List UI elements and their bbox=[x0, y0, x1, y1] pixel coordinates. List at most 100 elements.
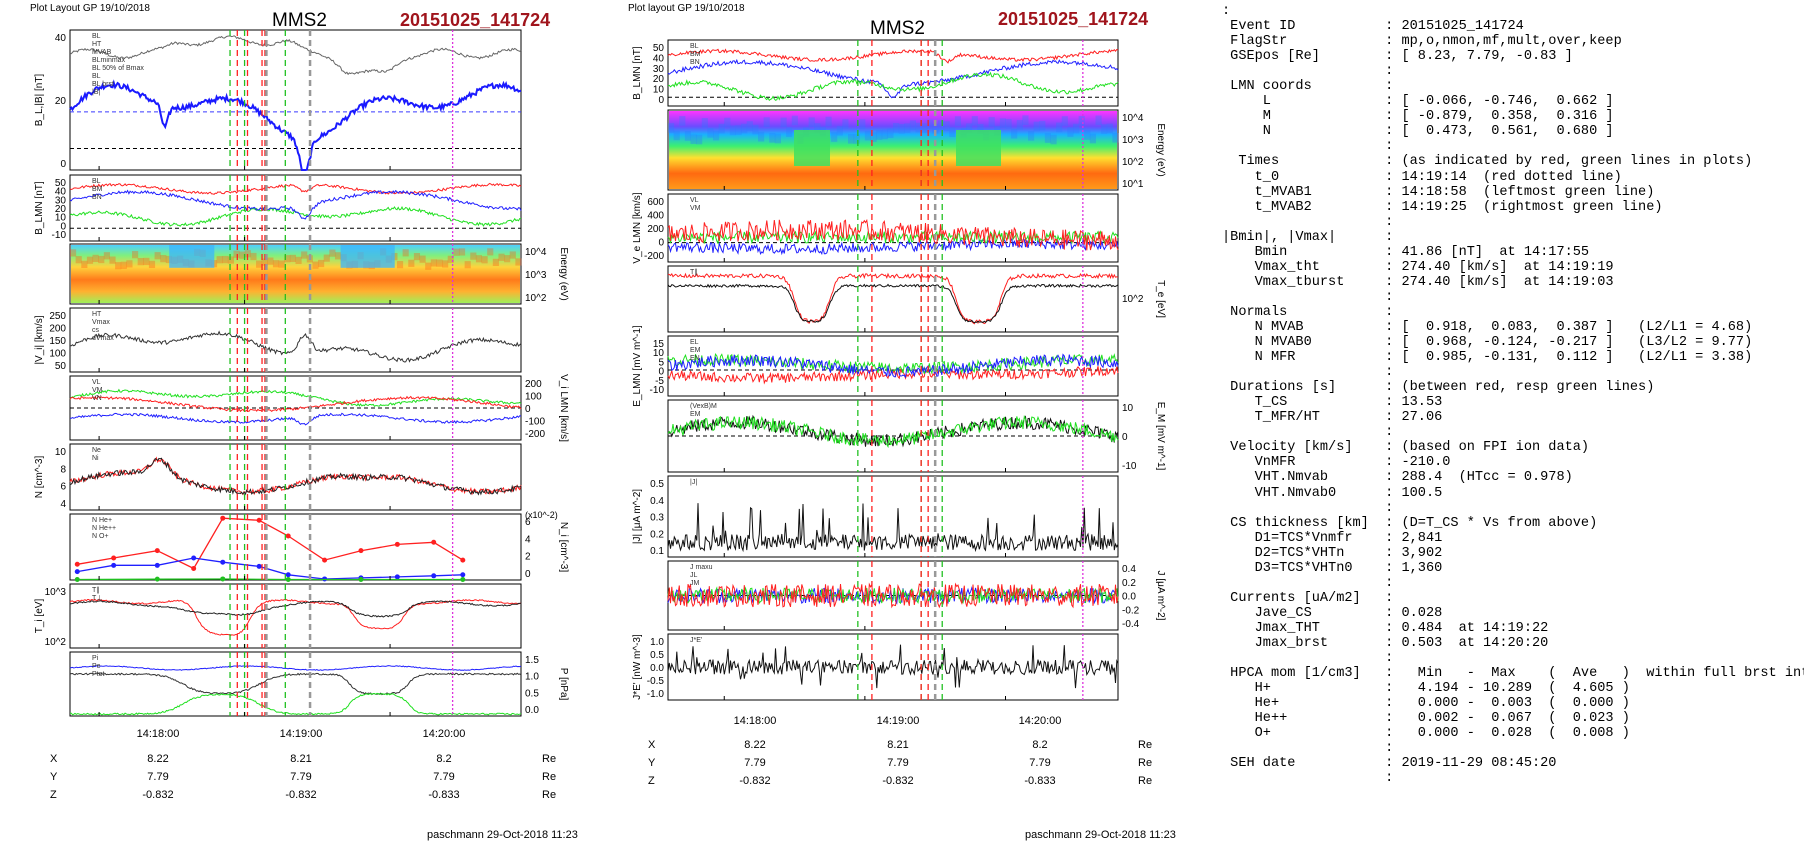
legend-entry: Vmax bbox=[92, 319, 110, 326]
spectrogram-cell bbox=[690, 134, 697, 144]
spectrogram-cell bbox=[115, 262, 122, 270]
legend-entry: |B| bbox=[92, 89, 100, 96]
spectrogram-cell bbox=[921, 123, 928, 133]
y-tick-label: -200 bbox=[644, 251, 664, 262]
spectrogram-cell bbox=[724, 117, 731, 128]
spectrogram-cell bbox=[216, 256, 223, 264]
spectrogram-cell bbox=[1033, 121, 1040, 132]
series-line bbox=[69, 672, 522, 696]
y-axis-label: |J| [μA m^-2] bbox=[632, 489, 643, 544]
spectrogram-cell bbox=[1106, 123, 1113, 134]
legend-entry: EN bbox=[690, 355, 700, 362]
info-line: : bbox=[1222, 4, 1231, 19]
series-line bbox=[69, 665, 522, 671]
y-axis-label: J [μA m^-2] bbox=[1155, 571, 1166, 621]
data-point bbox=[154, 576, 160, 582]
y-axis-label: B_LMN [nT] bbox=[34, 181, 45, 235]
legend-entry: EM bbox=[690, 347, 701, 354]
y-tick-label: 0.4 bbox=[1122, 564, 1136, 575]
legend-entry: T∥ bbox=[690, 268, 698, 276]
data-point bbox=[74, 561, 80, 567]
info-line: Jave_CS : 0.028 bbox=[1222, 605, 1443, 621]
spectrogram-cell bbox=[836, 125, 843, 136]
panel-frame bbox=[69, 443, 522, 511]
data-point bbox=[191, 565, 197, 571]
legend-entry: BM bbox=[92, 186, 103, 193]
coord-value: 7.79 bbox=[290, 771, 311, 783]
data-point bbox=[460, 557, 466, 563]
spectrogram-cell bbox=[673, 130, 680, 141]
spectrogram-cell bbox=[966, 123, 973, 134]
data-point bbox=[220, 576, 226, 582]
coord-label: X bbox=[648, 739, 656, 751]
y-tick-label: 100 bbox=[49, 349, 66, 360]
y-tick-label: 0.1 bbox=[650, 546, 664, 557]
legend-entry: Pe bbox=[92, 663, 101, 670]
legend-entry: |J| bbox=[690, 479, 697, 486]
info-line: t_MVAB2 : 14:19:25 (rightmost green line… bbox=[1222, 199, 1663, 215]
spectrogram-cell bbox=[1028, 131, 1035, 141]
info-line: : bbox=[1222, 139, 1394, 155]
y-tick-label: 50 bbox=[653, 43, 665, 54]
y-axis-label: T_e [eV] bbox=[1155, 280, 1166, 318]
series-line bbox=[69, 388, 522, 407]
spectrogram-cell bbox=[160, 255, 167, 263]
y-tick-label: 10^4 bbox=[525, 247, 547, 258]
panel-1 bbox=[69, 29, 522, 171]
legend-entry: VM bbox=[690, 205, 701, 212]
panel-frame bbox=[667, 265, 1119, 333]
series-line bbox=[69, 189, 522, 220]
spectrogram-cell bbox=[926, 119, 933, 130]
y-tick-label: 4 bbox=[525, 534, 531, 545]
panel-frame bbox=[69, 513, 522, 581]
coord-unit: Re bbox=[1138, 757, 1152, 769]
legend-entry: HT bbox=[92, 41, 102, 48]
panel-2 bbox=[69, 174, 522, 242]
series-line bbox=[69, 206, 522, 227]
y-axis-label: Energy (eV) bbox=[1155, 123, 1166, 176]
spectrogram-cell bbox=[825, 116, 832, 127]
series-line bbox=[667, 414, 1119, 449]
spectrogram-cell bbox=[272, 260, 280, 268]
right-spacecraft-title: MMS2 bbox=[870, 18, 925, 39]
info-line: M : [ -0.879, 0.358, 0.316 ] bbox=[1222, 109, 1614, 125]
y-tick-label: 5 bbox=[658, 357, 664, 368]
spectrogram-cell bbox=[999, 118, 1006, 128]
spectrogram-cell bbox=[864, 130, 871, 141]
spectrogram-cell bbox=[893, 123, 900, 133]
data-point bbox=[285, 576, 291, 582]
info-line: Times : (as indicated by red, green line… bbox=[1222, 154, 1753, 170]
y-axis-label: B_LMN [nT] bbox=[632, 46, 643, 100]
y-axis-label: V_e LMN [km/s] bbox=[632, 192, 643, 263]
spectrogram-cell bbox=[447, 255, 454, 263]
legend-entry: T∥ bbox=[92, 586, 100, 594]
panel-frame bbox=[667, 633, 1119, 701]
panel-frame bbox=[667, 475, 1119, 558]
scale-note: (x10^-2) bbox=[525, 510, 558, 520]
spectrogram-cell bbox=[1112, 132, 1119, 143]
legend-entry: Pi bbox=[92, 655, 99, 662]
spectrogram-cell bbox=[904, 123, 911, 134]
info-line: CS thickness [km] : (D=T_CS * Vs from ab… bbox=[1222, 515, 1598, 531]
data-point bbox=[191, 555, 197, 561]
data-point bbox=[394, 574, 400, 580]
spectrogram-cell bbox=[763, 117, 770, 127]
legend-entry: VM bbox=[92, 387, 103, 394]
panel-frame bbox=[69, 243, 522, 305]
y-tick-label: 250 bbox=[49, 311, 66, 322]
spectrogram-cell bbox=[943, 121, 950, 131]
panel-7 bbox=[667, 475, 1119, 558]
spectrogram-cell bbox=[334, 252, 342, 260]
legend-entry: Ne bbox=[92, 447, 101, 454]
spectrogram-cell bbox=[498, 253, 505, 261]
info-line: : bbox=[1222, 741, 1394, 757]
spectrogram-cell bbox=[458, 248, 466, 256]
coord-label: Y bbox=[50, 771, 58, 783]
right-time-tick: 14:20:00 bbox=[1019, 715, 1062, 727]
info-line: GSEpos [Re] : [ 8.23, 7.79, -0.83 ] bbox=[1222, 49, 1573, 65]
series-line bbox=[667, 237, 1119, 256]
left-time-tick: 14:20:00 bbox=[423, 728, 466, 740]
y-tick-label: -10 bbox=[650, 385, 665, 396]
info-line: Durations [s] : (between red, resp green… bbox=[1222, 380, 1655, 396]
left-time-tick: 14:19:00 bbox=[280, 728, 323, 740]
